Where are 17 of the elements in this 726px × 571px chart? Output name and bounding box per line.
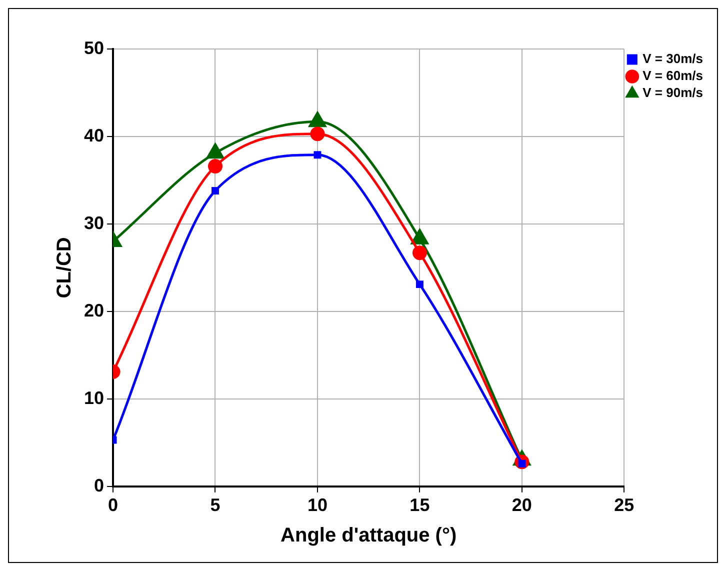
legend-label: V = 30m/s (642, 51, 704, 66)
legend-label: V = 90m/s (642, 85, 704, 100)
x-tick-label: 25 (614, 495, 634, 516)
y-tick-label: 20 (84, 300, 104, 320)
y-tick-label: 0 (94, 475, 104, 496)
y-tick-label: 40 (84, 125, 104, 146)
x-tick-label: 20 (512, 495, 532, 516)
x-tick-label: 15 (410, 495, 430, 516)
x-axis-title: Angle d'attaque (°) (280, 524, 457, 547)
legend-label: V = 60m/s (642, 68, 704, 84)
x-tick-label: 10 (307, 495, 328, 516)
y-axis-title: CL/CD (54, 237, 76, 298)
x-tick-label: 0 (108, 495, 118, 516)
y-tick-label: 30 (84, 212, 104, 233)
y-tick-label: 10 (84, 388, 104, 408)
x-tick-label: 5 (210, 495, 220, 516)
y-tick-label: 50 (84, 38, 104, 58)
